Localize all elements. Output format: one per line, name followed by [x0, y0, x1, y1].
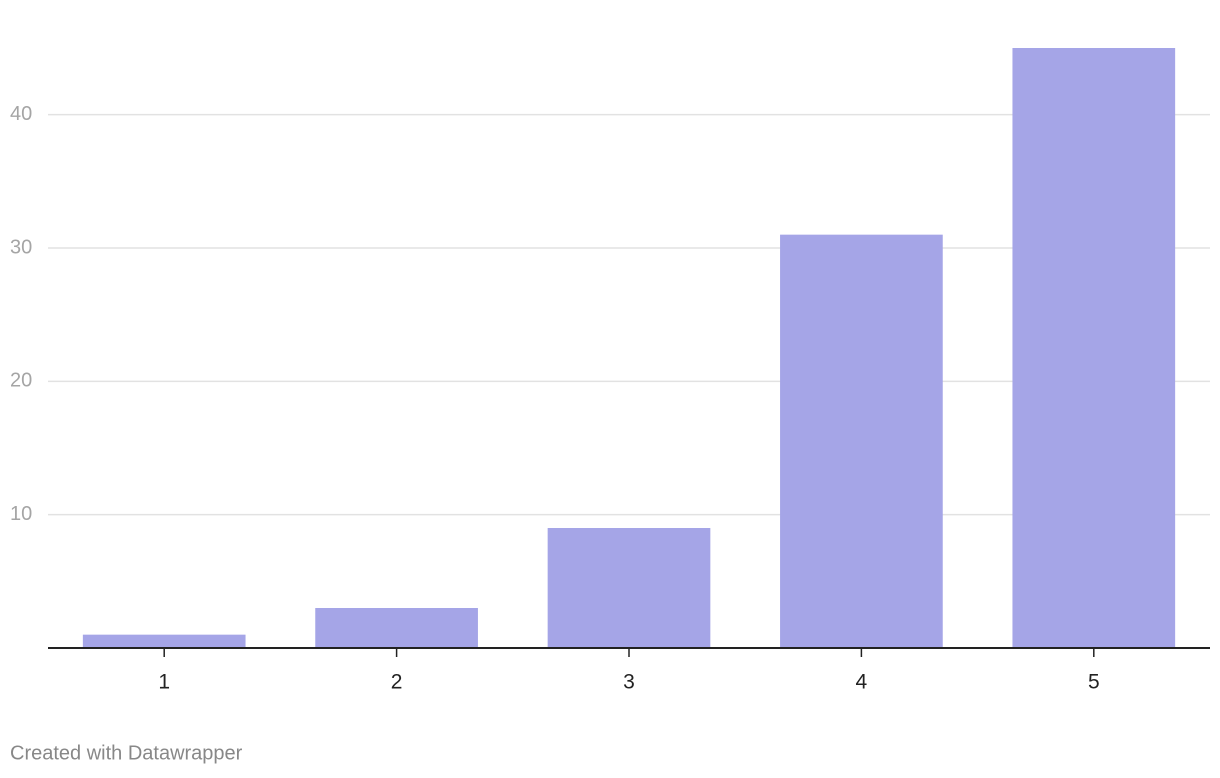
x-tick-label: 1 — [158, 671, 170, 694]
bar — [315, 608, 478, 648]
x-tick-label: 2 — [391, 671, 403, 694]
credit: Created with Datawrapper — [10, 742, 243, 764]
y-tick-label: 10 — [10, 503, 32, 525]
x-tick-label: 4 — [856, 671, 868, 694]
y-tick-label: 30 — [10, 236, 32, 258]
y-tick-label: 20 — [10, 370, 32, 392]
y-tick-label: 40 — [10, 103, 32, 125]
x-tick-label: 5 — [1088, 671, 1100, 694]
bar — [780, 234, 943, 648]
bar — [82, 634, 246, 648]
bar — [547, 528, 711, 648]
bar — [1012, 48, 1176, 648]
x-tick-label: 3 — [623, 671, 635, 694]
